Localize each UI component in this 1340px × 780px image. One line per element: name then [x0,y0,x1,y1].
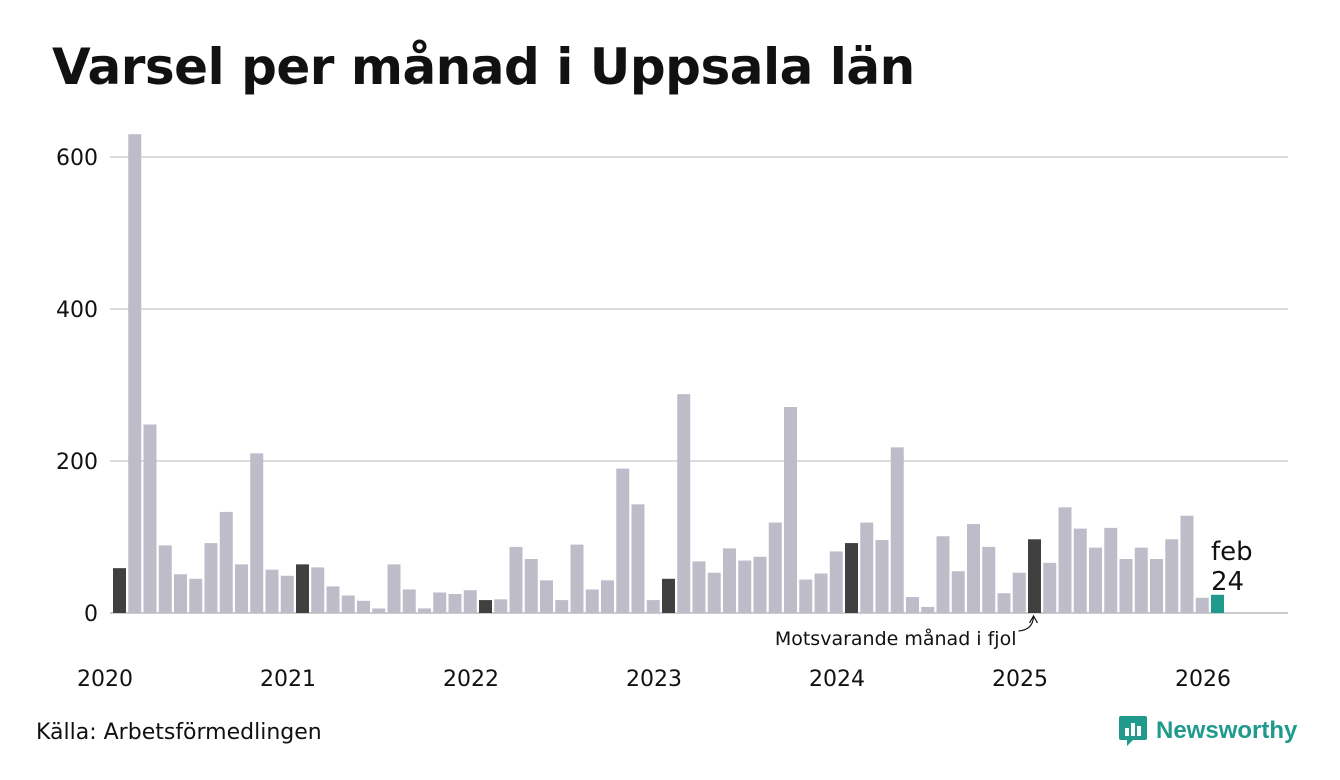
newsworthy-logo-icon [1119,716,1147,746]
bar [616,468,630,613]
bar [768,522,782,613]
bar [494,599,508,613]
y-axis-ticks: 0 200 400 600 [56,146,98,627]
bar [799,579,813,613]
bar [204,543,218,613]
y-tick-label: 400 [56,298,98,323]
bar [570,544,584,613]
bar [1195,597,1209,613]
bar [1089,547,1102,613]
bar [1134,547,1148,613]
bar [1073,528,1087,613]
bar [677,394,691,613]
x-tick-label: 2024 [809,667,865,692]
bar [387,564,401,613]
annotations: Motsvarande månad i fjol feb 24 [775,537,1253,650]
bar [402,589,416,613]
bar [524,559,538,613]
bar [890,447,904,613]
bar [296,564,309,613]
bar [158,545,172,613]
bar [280,575,294,613]
bar [311,567,325,613]
bar [1150,559,1163,613]
bar [1119,559,1133,613]
bar [143,424,157,613]
current-month-label: feb [1211,537,1253,567]
bar [662,578,675,613]
bar [219,511,233,613]
bar [829,551,843,613]
bar [555,600,569,613]
bar [601,580,614,613]
bar [738,560,752,613]
current-value-label: 24 [1211,567,1244,597]
bar [1180,515,1194,613]
bar [1058,507,1072,613]
bar [1043,562,1057,613]
bar [951,571,965,613]
bar [265,569,279,613]
bar [814,573,828,613]
y-tick-label: 200 [56,450,98,475]
bar [540,580,553,613]
x-tick-label: 2022 [443,667,499,692]
bar [509,546,523,613]
bar [1104,527,1118,613]
bar [418,608,431,613]
bar [1028,539,1041,613]
bar [1211,594,1224,613]
bar [357,600,370,613]
y-tick-label: 600 [56,146,98,171]
bar [860,522,874,613]
y-tick-label: 0 [84,602,98,627]
bar [707,572,721,613]
bar [646,600,660,613]
bar [128,134,142,613]
bar [189,578,203,613]
bar [753,556,767,613]
bar [448,594,462,613]
annotation-text: Motsvarande månad i fjol [775,627,1017,650]
bar [1012,572,1026,613]
chart-title: Varsel per månad i Uppsala län [52,38,915,96]
annotation-arrow [1018,614,1039,632]
bar [113,568,126,613]
bar [585,589,599,613]
bars [113,134,1224,613]
bar [967,524,980,613]
bar [372,608,386,613]
x-tick-label: 2020 [77,667,133,692]
bar [982,546,996,613]
bar [784,407,797,613]
x-tick-label: 2021 [260,667,316,692]
x-axis-ticks: 2020 2021 2022 2023 2024 2025 2026 [77,667,1231,692]
bar [906,597,919,613]
bar [326,586,340,613]
brand-name: Newsworthy [1156,717,1298,744]
brand-logo: Newsworthy [1118,714,1297,748]
bar [250,453,264,613]
source-note: Källa: Arbetsförmedlingen [36,720,322,745]
x-tick-label: 2025 [992,667,1048,692]
bar [845,543,858,613]
x-tick-label: 2026 [1175,667,1231,692]
bar [875,540,889,613]
bar [341,595,355,613]
bar [692,561,706,613]
bar [479,600,492,613]
bar [1165,539,1179,613]
bar [723,548,736,613]
bar [433,592,447,613]
bar [463,590,477,613]
bar [631,504,645,613]
x-tick-label: 2023 [626,667,682,692]
bar [921,606,935,613]
bar [936,536,950,613]
bar [174,574,187,613]
bar [235,564,248,613]
bar [997,593,1011,613]
